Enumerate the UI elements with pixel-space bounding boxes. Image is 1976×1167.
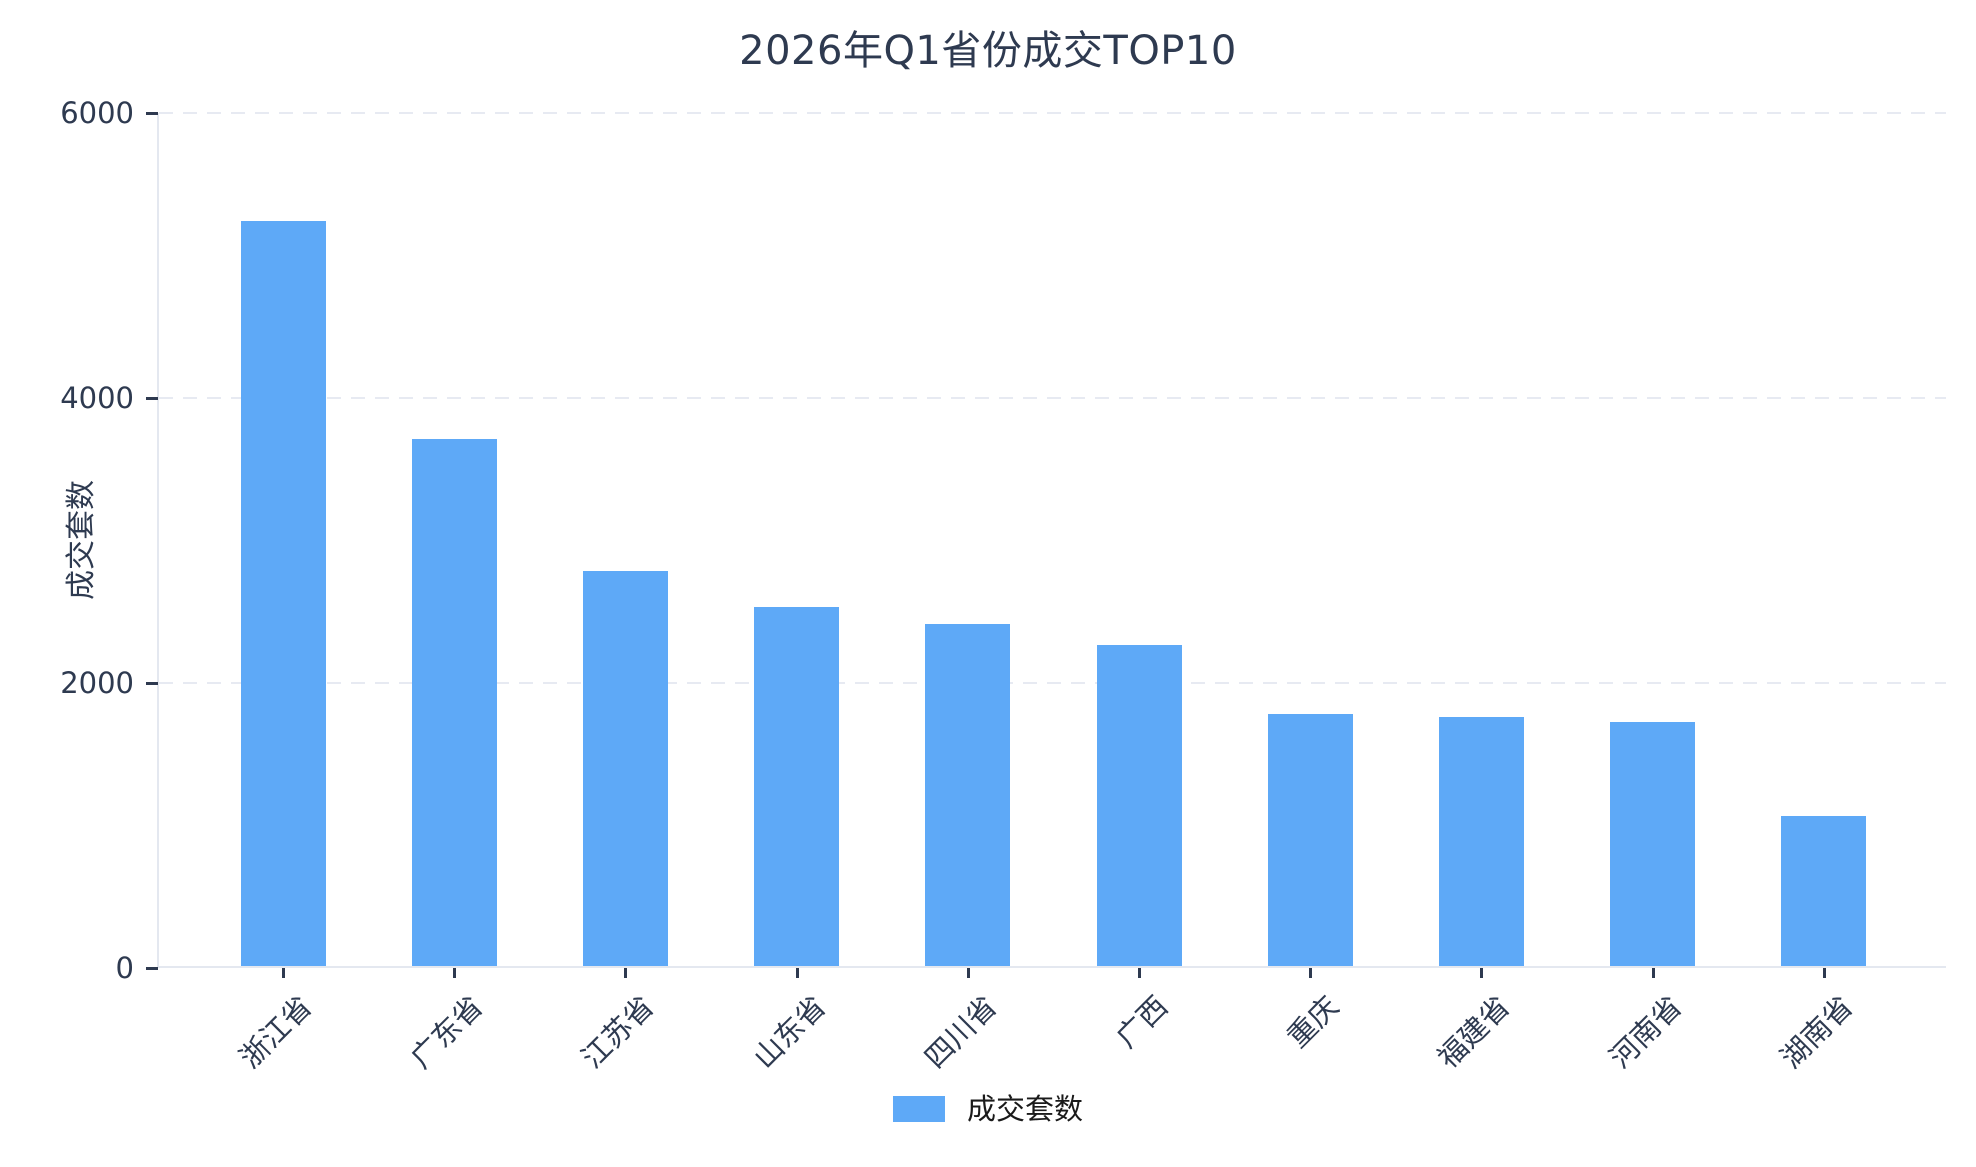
x-tick <box>624 968 628 978</box>
bar-重庆 <box>1267 714 1353 966</box>
x-tick <box>282 968 285 978</box>
bar-广西 <box>1096 645 1182 966</box>
bar-湖南省 <box>1781 816 1867 966</box>
y-tick <box>146 111 158 115</box>
x-tick <box>1822 968 1826 978</box>
x-tick <box>1651 968 1655 978</box>
y-tick <box>146 966 158 970</box>
y-tick-label-2000: 2000 <box>60 666 134 700</box>
x-tick <box>1480 968 1484 978</box>
x-tick <box>795 968 799 978</box>
x-tick-label-浙江省: 浙江省 <box>232 989 319 1075</box>
bar-四川省 <box>925 624 1011 966</box>
gridline-6000 <box>159 112 1946 115</box>
y-axis-title: 成交套数 <box>64 480 99 600</box>
y-tick <box>146 396 158 400</box>
legend-label: 成交套数 <box>966 1092 1084 1126</box>
x-tick <box>966 968 970 978</box>
legend: 成交套数 <box>892 1092 1084 1126</box>
y-tick <box>146 681 158 685</box>
gridline-4000 <box>159 397 1946 399</box>
plot-area: 浙江省 广东省 江苏省 山东省 四川省 广西 重庆 福建省 河南省 湖南省 0 2000 4000 600… <box>60 96 1946 1075</box>
bar-江苏省 <box>582 571 668 966</box>
bar-广东省 <box>411 439 497 966</box>
y-tick-label-4000: 4000 <box>60 381 134 415</box>
bar-浙江省 <box>240 221 326 966</box>
x-tick <box>1138 968 1141 978</box>
y-tick-label-6000: 6000 <box>60 96 134 130</box>
bar-河南省 <box>1610 722 1696 966</box>
chart-title: 2026年Q1省份成交TOP10 <box>739 28 1237 74</box>
legend-swatch-icon <box>892 1096 945 1122</box>
y-tick-label-0: 0 <box>115 951 134 985</box>
x-tick <box>1309 968 1313 978</box>
x-tick <box>453 968 457 978</box>
bar-福建省 <box>1438 717 1524 966</box>
bar-山东省 <box>754 607 840 966</box>
